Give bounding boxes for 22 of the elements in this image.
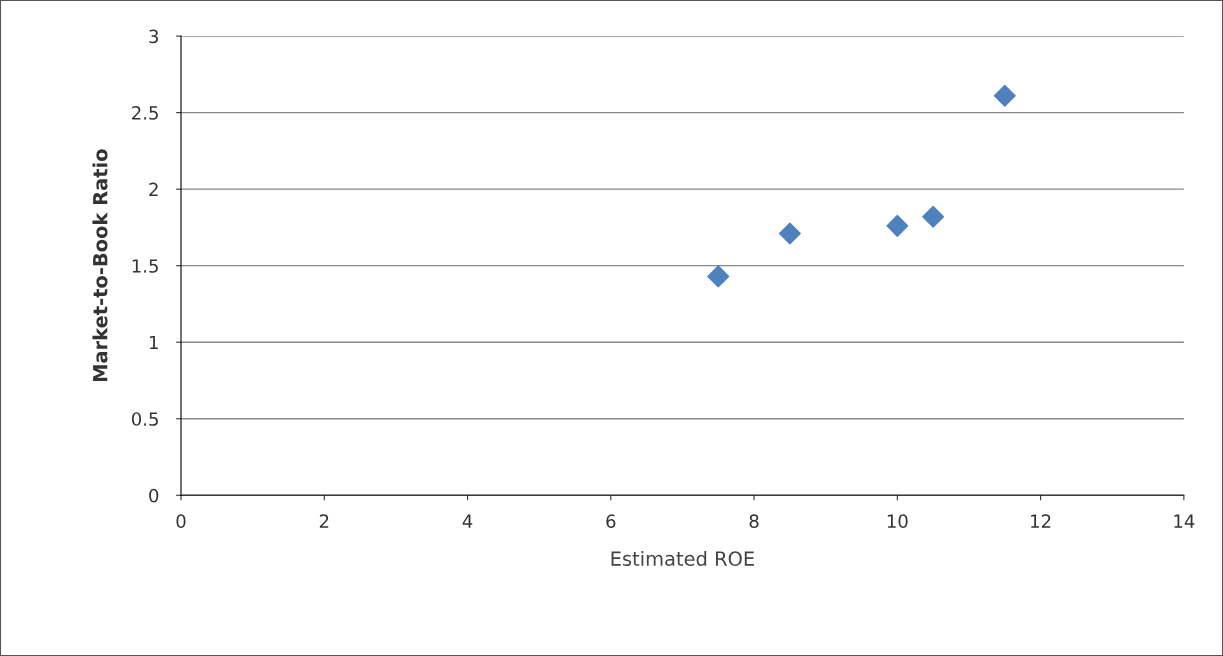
x-tick-label: 0 <box>176 514 186 529</box>
point <box>778 222 801 245</box>
x-tick-label: 12 <box>1031 514 1051 528</box>
x-tick-label: 8 <box>749 514 759 529</box>
y-tick-label: 0 <box>149 488 159 503</box>
y-tick-label: 2 <box>149 182 158 197</box>
y-tick-label: 1.5 <box>132 259 158 273</box>
y-tick-label: 2.5 <box>132 106 158 120</box>
point <box>707 265 730 288</box>
x-tick-label: 10 <box>887 514 908 529</box>
x-tick-label: 6 <box>606 514 616 529</box>
x-tick-label: 14 <box>1174 514 1195 528</box>
x-tick-label: 4 <box>462 514 473 528</box>
point <box>922 205 945 228</box>
x-axis-title: Estimated ROE <box>611 550 754 566</box>
x-tick-label: 2 <box>319 514 329 528</box>
y-tick-label: 0.5 <box>131 412 158 426</box>
y-axis-title: Market-to-Book Ratio <box>92 149 108 382</box>
y-tick-label: 3 <box>149 29 159 44</box>
y-tick-label: 1 <box>149 335 158 350</box>
point <box>993 84 1016 107</box>
point <box>886 214 909 237</box>
